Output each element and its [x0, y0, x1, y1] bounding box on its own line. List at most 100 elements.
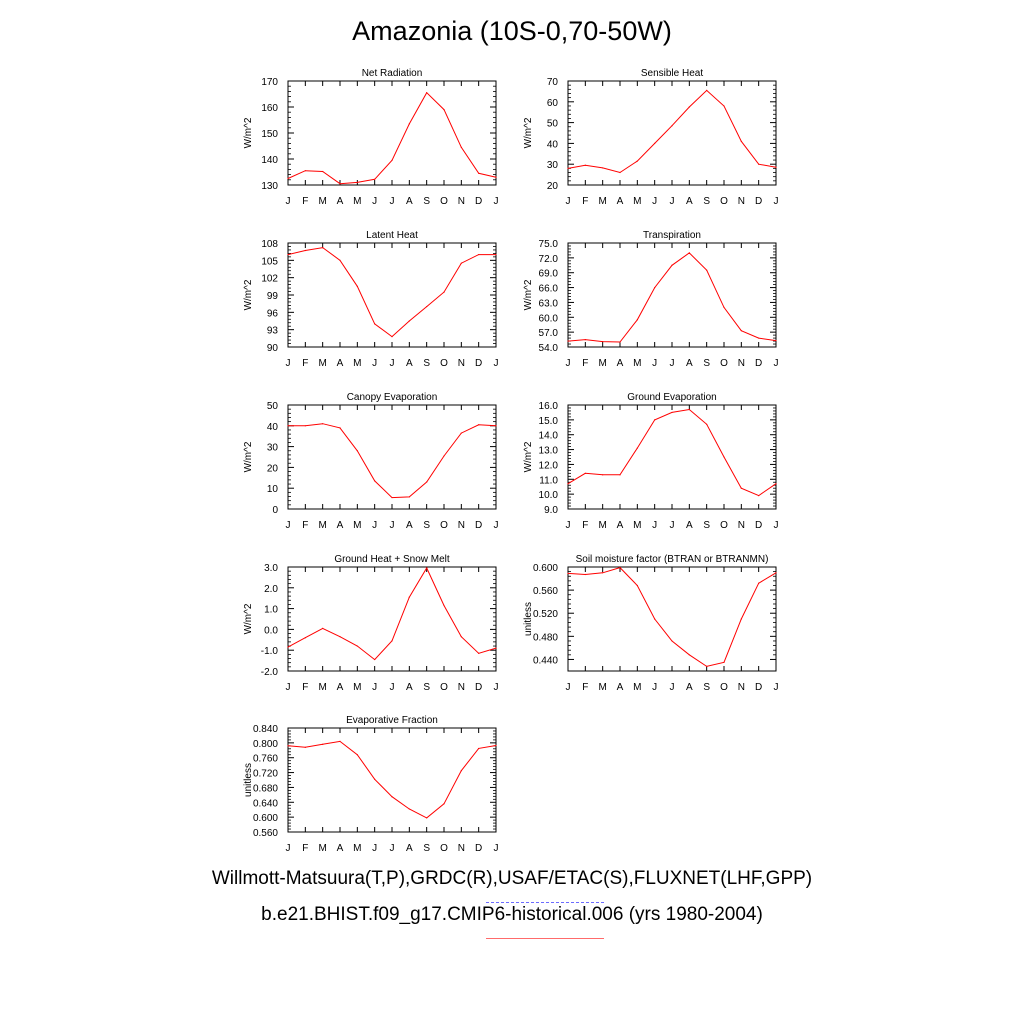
y-tick-label: 2.0	[264, 584, 278, 595]
x-tick-label: F	[582, 196, 588, 207]
y-tick-label: 20	[547, 181, 559, 192]
x-tick-label: J	[494, 520, 499, 531]
data-point	[304, 170, 306, 172]
x-tick-label: N	[458, 843, 465, 854]
x-tick-label: D	[755, 196, 762, 207]
x-tick-label: M	[633, 358, 641, 369]
x-tick-label: M	[318, 682, 326, 693]
y-tick-label: 16.0	[539, 401, 559, 412]
x-tick-label: S	[703, 682, 710, 693]
x-tick-label: J	[286, 843, 291, 854]
data-point	[602, 572, 604, 574]
x-tick-label: J	[372, 196, 377, 207]
data-point	[356, 645, 358, 647]
series-line	[287, 740, 497, 819]
data-point	[287, 425, 289, 427]
y-axis-label: W/m^2	[523, 117, 534, 148]
data-point	[567, 167, 569, 169]
series-line	[287, 247, 496, 338]
x-tick-label: M	[633, 196, 641, 207]
data-point	[584, 164, 586, 166]
data-point	[287, 646, 289, 648]
x-tick-label: J	[390, 520, 395, 531]
y-tick-label: 102	[261, 274, 278, 285]
x-tick-label: N	[738, 196, 745, 207]
y-tick-label: 0.0	[264, 625, 278, 636]
x-tick-label: A	[686, 196, 693, 207]
page-title: Amazonia (10S-0,70-50W)	[352, 16, 672, 46]
x-tick-label: N	[458, 682, 465, 693]
y-axis-label: W/m^2	[243, 279, 254, 310]
data-point	[602, 167, 604, 169]
data-point	[636, 319, 638, 321]
model-legend-swatch	[486, 938, 604, 939]
chart-panel-6: J F M A M J J A S O N D J9.010.011.012.013.014.015.0…	[523, 392, 779, 531]
x-tick-label: J	[566, 520, 571, 531]
x-tick-label: D	[475, 682, 482, 693]
model-legend-label: b.e21.BHIST.f09_g17.CMIP6-historical.006…	[261, 904, 763, 925]
y-tick-label: 40	[547, 139, 559, 150]
data-point	[619, 566, 621, 569]
y-tick-label: 50	[267, 401, 279, 412]
data-point	[287, 253, 289, 256]
x-tick-label: O	[440, 682, 448, 693]
data-point	[495, 647, 497, 649]
data-point	[374, 658, 376, 661]
x-tick-label: M	[598, 520, 606, 531]
x-tick-label: A	[337, 520, 344, 531]
data-point	[495, 253, 497, 256]
y-tick-label: 75.0	[539, 239, 559, 250]
chart-title: Transpiration	[643, 230, 701, 241]
data-point	[775, 483, 777, 485]
y-tick-label: 11.0	[539, 475, 558, 486]
data-point	[740, 330, 742, 332]
data-point	[426, 481, 428, 483]
y-tick-label: 0.800	[253, 739, 278, 750]
y-tick-label: 60	[547, 98, 559, 109]
x-tick-label: A	[337, 682, 344, 693]
x-tick-label: A	[337, 196, 344, 207]
x-tick-label: D	[755, 520, 762, 531]
y-tick-label: -2.0	[261, 667, 279, 678]
y-tick-label: 20	[267, 463, 279, 474]
x-tick-label: A	[686, 682, 693, 693]
data-point	[443, 455, 445, 457]
y-tick-label: 10.0	[539, 490, 559, 501]
data-point	[706, 269, 708, 271]
x-tick-label: F	[582, 520, 588, 531]
plot-frame	[287, 80, 497, 186]
y-tick-label: 96	[267, 308, 279, 319]
y-tick-label: 57.0	[539, 328, 559, 339]
y-tick-label: 54.0	[539, 343, 559, 354]
data-point	[619, 171, 621, 174]
data-point	[356, 450, 358, 452]
data-point	[584, 472, 586, 474]
x-tick-label: O	[440, 196, 448, 207]
x-tick-label: A	[686, 520, 693, 531]
x-tick-label: O	[440, 843, 448, 854]
y-tick-label: 60.0	[539, 313, 559, 324]
x-tick-label: F	[582, 682, 588, 693]
series-line	[287, 566, 497, 661]
x-tick-label: J	[286, 520, 291, 531]
x-tick-label: J	[286, 196, 291, 207]
x-tick-label: S	[423, 196, 430, 207]
data-point	[391, 159, 393, 161]
chart-panel-4: J F M A M J J A S O N D J54.057.060.063.066.069.072.…	[523, 230, 779, 369]
x-tick-label: J	[390, 843, 395, 854]
x-tick-label: J	[286, 682, 291, 693]
data-point	[426, 305, 428, 308]
x-tick-label: F	[582, 358, 588, 369]
x-tick-label: J	[670, 520, 675, 531]
y-tick-label: 50	[547, 119, 559, 130]
x-tick-label: A	[406, 682, 413, 693]
x-tick-label: A	[686, 358, 693, 369]
x-tick-label: M	[318, 843, 326, 854]
chart-panel-7: J F M A M J J A S O N D J-2.0-1.00.01.02.03.0Ground …	[243, 554, 499, 693]
x-tick-label: S	[423, 843, 430, 854]
x-tick-label: M	[633, 520, 641, 531]
x-tick-label: J	[390, 196, 395, 207]
